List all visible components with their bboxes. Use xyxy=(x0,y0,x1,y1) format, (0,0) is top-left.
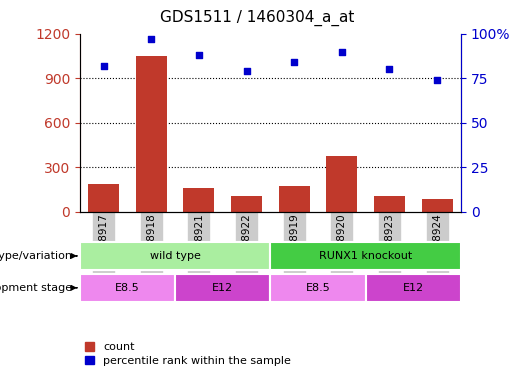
Bar xyxy=(231,195,262,212)
Bar xyxy=(183,188,214,212)
Bar xyxy=(270,274,366,302)
Legend: count, percentile rank within the sample: count, percentile rank within the sample xyxy=(85,342,291,366)
Point xyxy=(99,63,108,69)
Bar xyxy=(366,274,461,302)
Bar xyxy=(374,196,405,212)
Point xyxy=(385,66,393,72)
Point xyxy=(433,77,441,83)
Text: E12: E12 xyxy=(212,283,233,293)
Bar xyxy=(327,156,357,212)
Bar xyxy=(270,242,461,270)
Bar xyxy=(136,56,167,212)
Text: development stage: development stage xyxy=(0,283,72,293)
Text: RUNX1 knockout: RUNX1 knockout xyxy=(319,251,413,261)
Text: genotype/variation: genotype/variation xyxy=(0,251,72,261)
Bar xyxy=(422,198,453,212)
Bar xyxy=(80,242,270,270)
Bar xyxy=(279,186,310,212)
Text: E8.5: E8.5 xyxy=(115,283,140,293)
Bar xyxy=(175,274,270,302)
Bar xyxy=(88,184,119,212)
Text: E12: E12 xyxy=(403,283,424,293)
Point xyxy=(338,49,346,55)
Text: E8.5: E8.5 xyxy=(305,283,331,293)
Text: GDS1511 / 1460304_a_at: GDS1511 / 1460304_a_at xyxy=(160,9,355,26)
Point xyxy=(290,59,298,65)
Text: wild type: wild type xyxy=(150,251,200,261)
Point xyxy=(147,36,156,42)
Point xyxy=(195,52,203,58)
Point xyxy=(243,68,251,74)
Bar xyxy=(80,274,175,302)
